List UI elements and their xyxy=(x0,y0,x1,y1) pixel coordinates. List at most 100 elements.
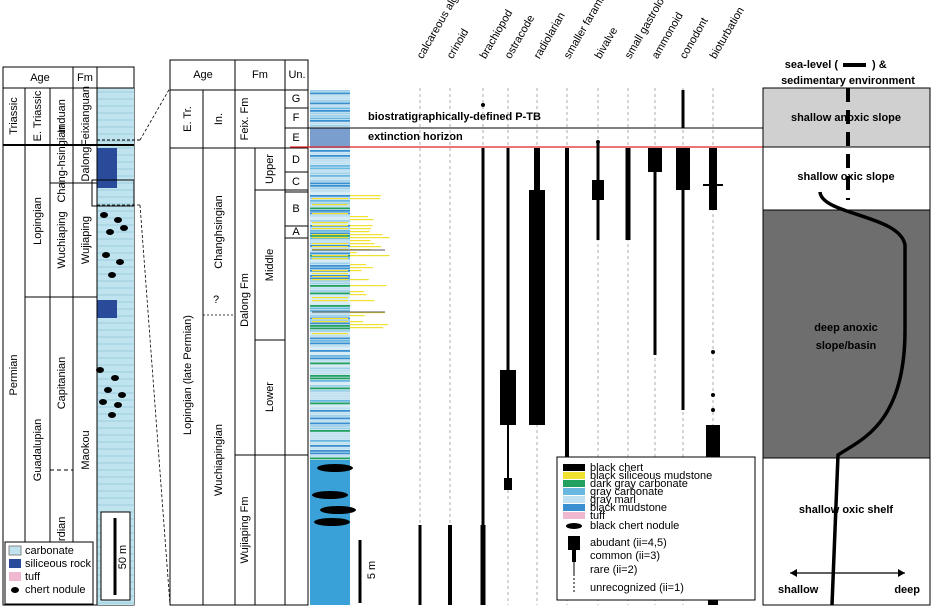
range-bar xyxy=(529,190,545,425)
label: black siliceous mudstone xyxy=(590,470,712,482)
litho-layer xyxy=(310,310,350,312)
siliceous-layer xyxy=(312,276,348,278)
range-bar xyxy=(506,148,510,370)
litho-layer xyxy=(310,405,350,407)
label: shallow oxic slope xyxy=(797,171,894,183)
litho-layer xyxy=(310,210,350,212)
litho-layer xyxy=(310,430,350,432)
litho-layer xyxy=(310,400,350,402)
chert-nodule xyxy=(116,259,124,265)
label: shallow xyxy=(778,584,819,596)
litho-layer xyxy=(310,340,350,342)
label: Upper xyxy=(264,154,276,184)
litho-layer xyxy=(310,107,350,110)
range-bar xyxy=(448,525,452,605)
litho-layer xyxy=(310,302,350,305)
chert-nodule xyxy=(104,387,112,393)
litho-layer xyxy=(310,247,350,250)
siliceous-layer xyxy=(350,240,371,242)
litho-layer xyxy=(310,325,350,327)
label: Age xyxy=(193,69,213,81)
range-bar xyxy=(480,525,486,605)
litho-layer xyxy=(310,125,350,127)
litho-layer xyxy=(310,305,350,307)
litho-layer xyxy=(310,345,350,347)
litho-layer xyxy=(310,215,350,217)
siliceous-layer xyxy=(312,258,348,260)
label: F xyxy=(293,112,300,124)
litho-layer xyxy=(310,222,350,225)
siliceous-layer xyxy=(312,237,348,239)
label: rare (ii=2) xyxy=(590,564,637,576)
siliceous-layer xyxy=(350,228,372,230)
siliceous-layer xyxy=(312,198,348,200)
label: gray carbonate xyxy=(590,486,663,498)
siliceous-layer xyxy=(312,228,348,230)
siliceous-layer xyxy=(350,312,385,314)
litho-layer xyxy=(310,165,350,167)
siliceous-layer xyxy=(312,321,348,323)
litho-layer xyxy=(310,422,350,425)
label: abudant (ii=4,5) xyxy=(590,537,667,549)
litho-layer xyxy=(310,205,350,207)
siliceous-layer xyxy=(312,222,348,224)
siliceous-layer xyxy=(350,327,384,329)
siliceous-layer xyxy=(350,285,387,287)
litho-layer xyxy=(310,192,350,195)
litho-layer xyxy=(310,442,350,445)
siliceous-layer xyxy=(350,225,373,227)
litho-layer xyxy=(310,150,350,152)
label: Middle xyxy=(264,249,276,281)
legend-swatch xyxy=(563,496,585,503)
label: Lopingian (late Permian) xyxy=(182,315,194,435)
label: Guadalupian xyxy=(32,419,44,481)
range-bar xyxy=(596,143,600,180)
litho-layer xyxy=(310,452,350,455)
siliceous-layer xyxy=(350,267,374,269)
label: bioturbation xyxy=(708,5,747,61)
litho-layer xyxy=(310,172,350,175)
siliceous-layer xyxy=(350,270,362,272)
chert-nodule xyxy=(108,272,116,278)
label: G xyxy=(292,93,301,105)
litho-layer xyxy=(310,447,350,450)
box xyxy=(8,545,22,556)
chert-nodule xyxy=(108,412,116,418)
litho-layer xyxy=(310,260,350,262)
litho-layer xyxy=(310,457,350,460)
siliceous xyxy=(97,300,117,318)
litho-layer xyxy=(310,237,350,240)
label: Feix. Fm xyxy=(239,98,251,141)
label: ? xyxy=(213,294,219,306)
litho-layer xyxy=(310,287,350,290)
litho-layer xyxy=(310,122,350,125)
legend-box xyxy=(556,456,756,601)
litho-layer xyxy=(310,432,350,435)
siliceous-layer xyxy=(312,213,348,215)
litho-layer xyxy=(310,285,350,287)
litho-layer xyxy=(310,182,350,185)
litho-layer xyxy=(310,387,350,390)
siliceous-layer xyxy=(350,291,364,293)
litho-layer xyxy=(310,280,350,282)
litho-layer xyxy=(310,402,350,405)
chert-nodule xyxy=(120,225,128,231)
litho-layer xyxy=(310,330,350,332)
siliceous-layer xyxy=(350,237,390,239)
litho-layer xyxy=(310,347,350,350)
litho-layer xyxy=(310,420,350,422)
litho-layer xyxy=(310,410,350,412)
siliceous-layer xyxy=(350,255,390,257)
range-bar xyxy=(625,148,631,240)
label: Un. xyxy=(288,69,305,81)
siliceous-layer xyxy=(350,195,381,197)
litho-layer xyxy=(310,370,350,372)
litho-layer xyxy=(310,440,350,442)
range-dot xyxy=(711,408,715,412)
siliceous-layer xyxy=(350,321,364,323)
rule xyxy=(139,204,171,606)
litho-layer xyxy=(310,320,350,322)
siliceous-layer xyxy=(350,324,389,326)
siliceous-layer xyxy=(350,300,375,302)
